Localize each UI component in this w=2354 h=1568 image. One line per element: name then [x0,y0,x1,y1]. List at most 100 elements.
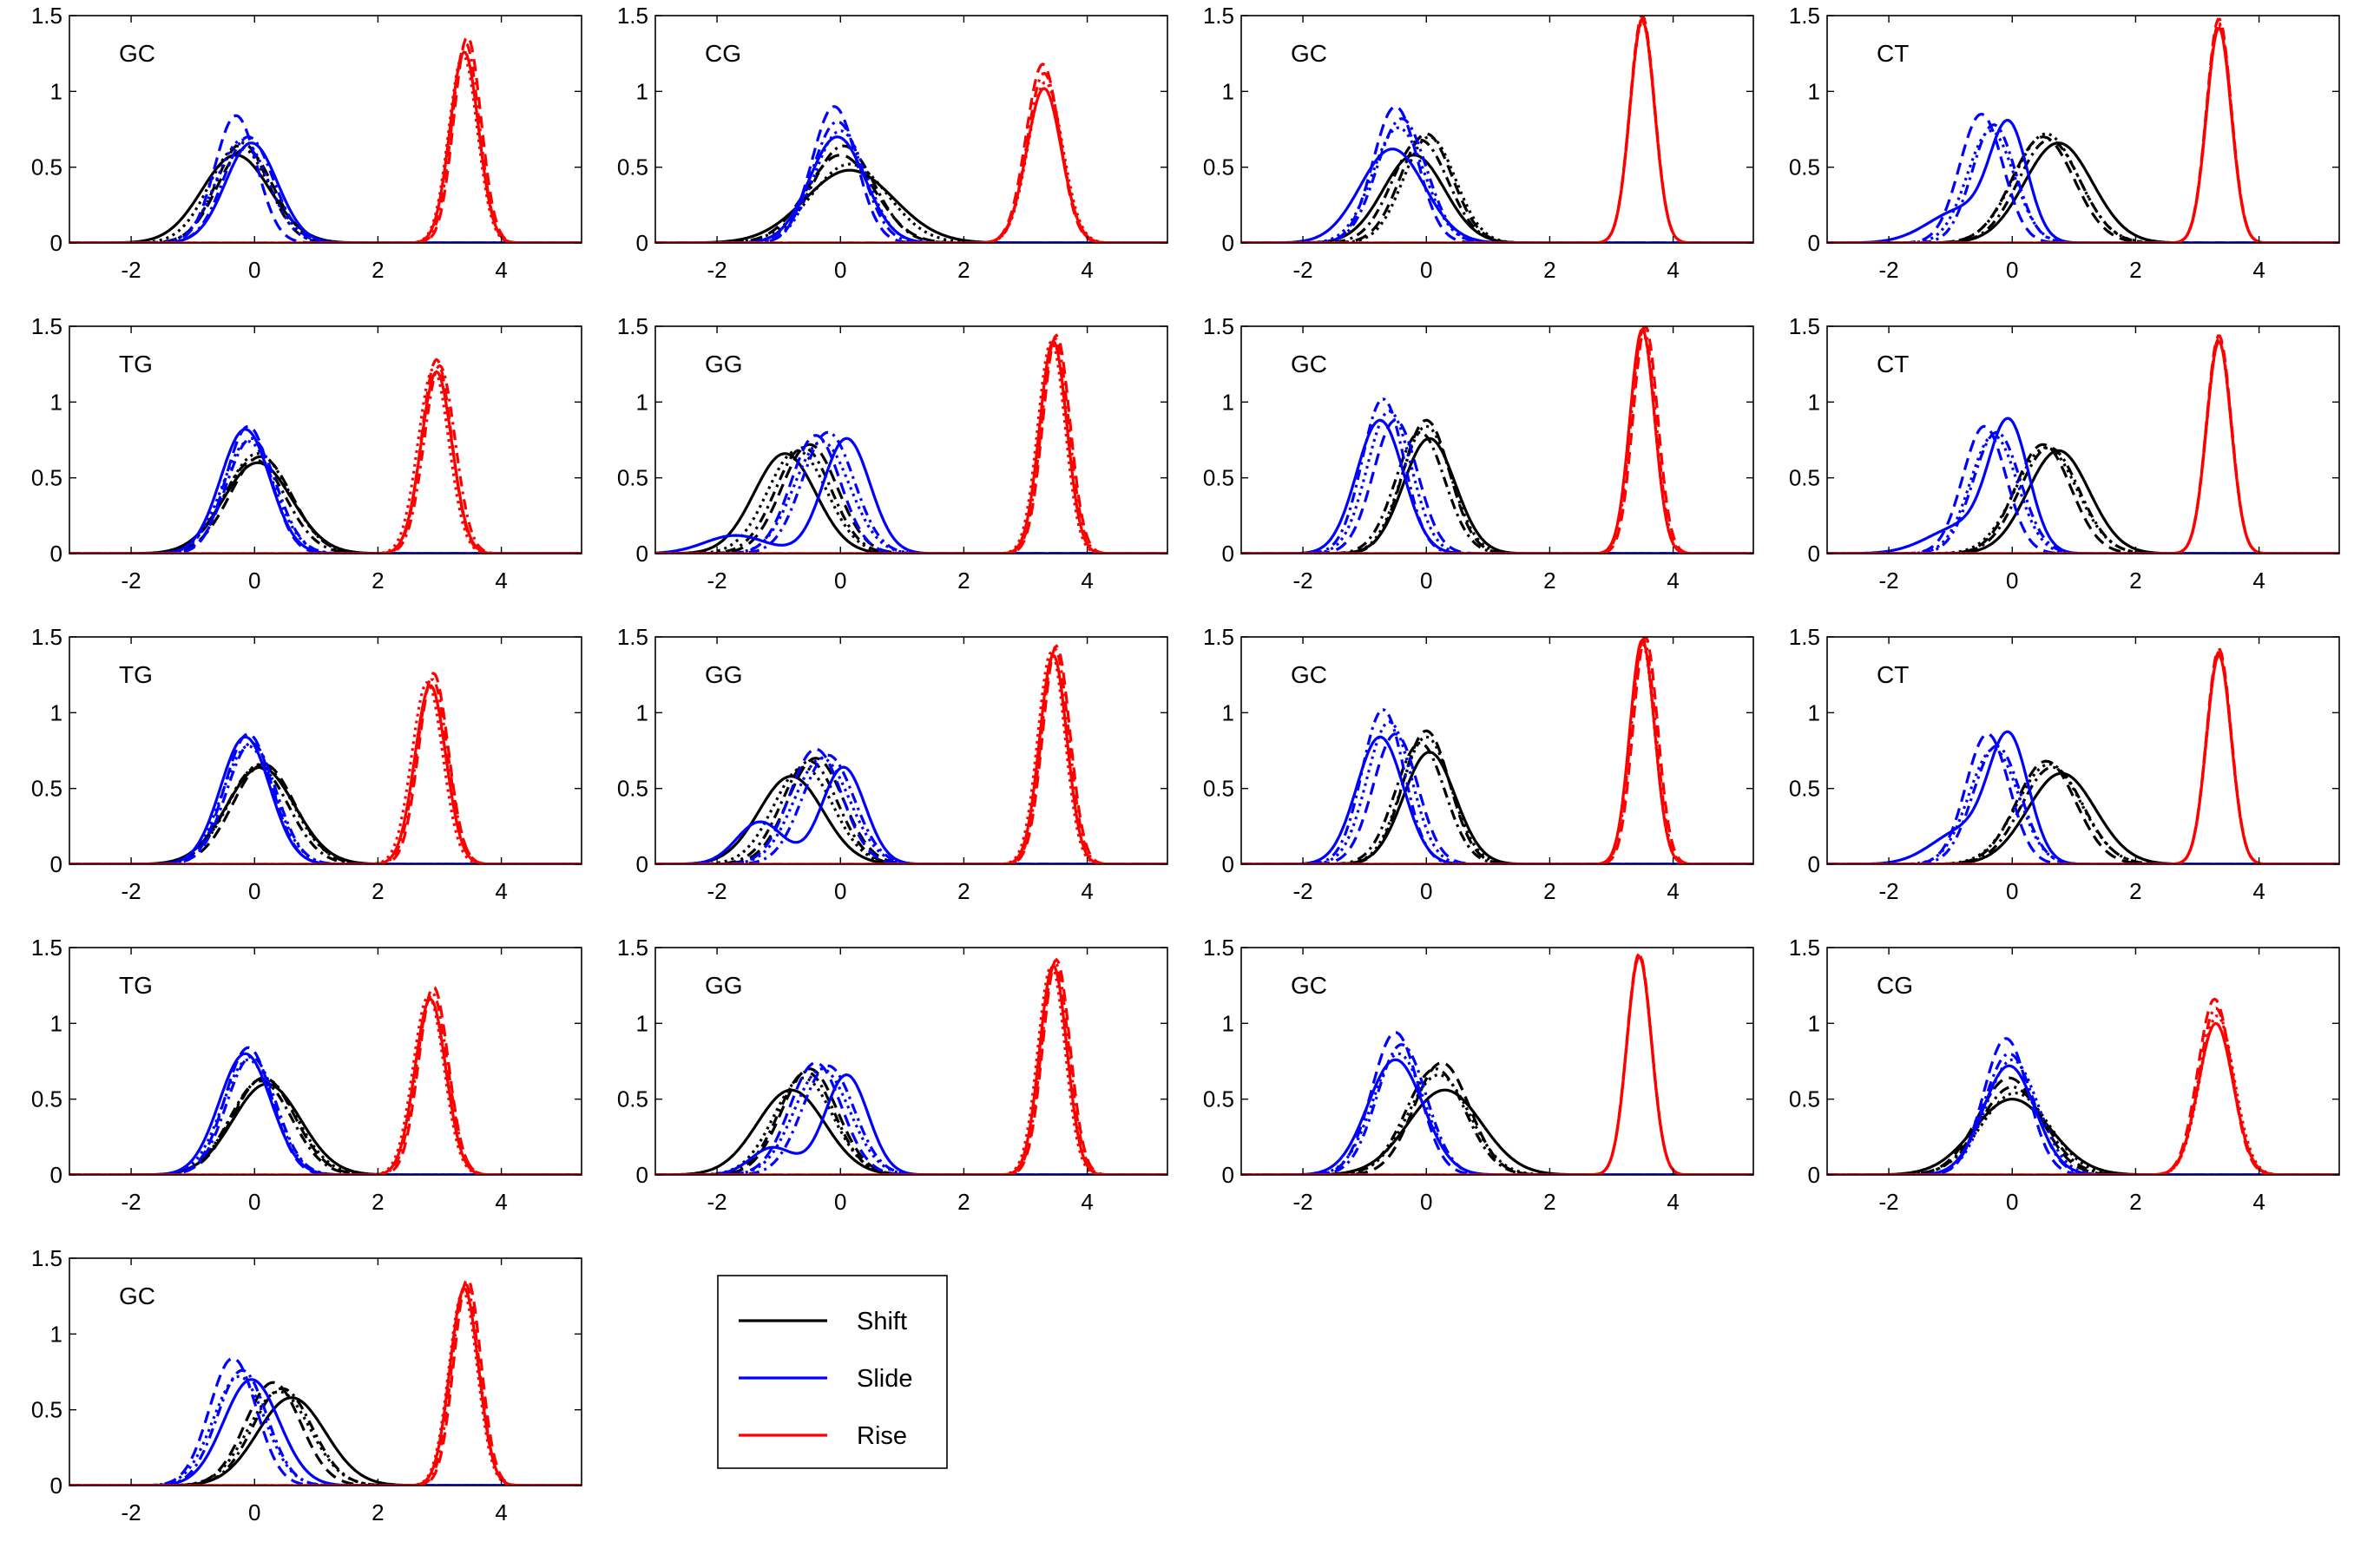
shift-series-line [655,1070,1167,1175]
slide-series-line [1827,424,2339,554]
x-tick-label: 4 [1081,878,1093,904]
slide-series-line [1827,430,2339,554]
rise-series-line [1241,326,1753,554]
x-tick-label: 2 [2129,878,2141,904]
x-tick-label: 0 [1420,878,1432,904]
x-tick-label: 0 [2006,567,2018,594]
x-tick-label: 2 [372,567,384,594]
x-tick-label: 2 [957,567,970,594]
panel-step-label: GC [1291,40,1327,67]
chart-panel: -2 0 2 4 0 0.5 1 1.5 GC [1203,935,1754,1215]
shift-series-line [655,446,1167,554]
chart-panel: -2 0 2 4 0 0.5 1 1.5 CG [617,3,1168,283]
chart-panel: -2 0 2 4 0 0.5 1 1.5 GC [1203,3,1754,283]
rise-series-line [1241,955,1753,1175]
slide-series-line [1827,417,2339,554]
slide-series-line [69,735,582,864]
x-tick-label: -2 [1293,567,1313,594]
y-tick-label: 0 [1222,541,1234,567]
rise-series-line [69,367,582,554]
y-tick-label: 1.5 [1203,624,1234,650]
x-tick-label: 0 [834,567,846,594]
shift-series-line [1241,430,1753,554]
x-tick-label: -2 [707,1189,727,1215]
slide-series-line [655,436,1167,554]
x-tick-label: 0 [1420,257,1432,283]
slide-series-line [1241,418,1753,554]
panel-step-label: CG [705,40,741,67]
y-tick-label: 0.5 [1789,776,1820,802]
y-tick-label: 0 [636,851,648,877]
shift-series-line [1241,729,1753,864]
y-tick-label: 1.5 [31,935,62,961]
rise-series-line [69,985,582,1175]
rise-series-line [69,1282,582,1486]
slide-series-line [1827,118,2339,243]
x-tick-label: -2 [122,878,141,904]
y-tick-label: 1 [1222,1010,1234,1036]
x-tick-label: 0 [2006,257,2018,283]
x-tick-label: 4 [495,567,507,594]
slide-series-line [1827,732,2339,864]
shift-series-line [69,1076,582,1175]
slide-series-line [69,428,582,554]
y-tick-label: 1 [50,1321,62,1347]
rise-series-line [655,87,1167,243]
y-tick-label: 0.5 [31,465,62,491]
chart-panel: -2 0 2 4 0 0.5 1 1.5 TG [31,935,582,1215]
shift-series-line [1827,446,2339,554]
y-tick-label: 0.5 [617,1086,648,1112]
y-tick-label: 0.5 [31,1086,62,1112]
rise-series-line [655,653,1167,864]
rise-series-line [1827,1014,2339,1175]
shift-series-line [1241,424,1753,554]
rise-series-line [1827,1021,2339,1175]
y-tick-label: 1.5 [1789,3,1820,29]
slide-series-line [655,1061,1167,1175]
shift-series-line [1827,1098,2339,1175]
chart-panel: -2 0 2 4 0 0.5 1 1.5 GG [617,624,1168,904]
slide-series-line [655,129,1167,243]
x-tick-label: 4 [2252,567,2265,594]
plot-frame [69,636,582,865]
x-tick-label: 4 [1081,567,1093,594]
rise-series-line [69,684,582,864]
panel-step-label: GC [1291,661,1327,688]
slide-series-line [69,1052,582,1175]
x-tick-label: 2 [957,878,970,904]
shift-series-line [1241,138,1753,243]
shift-series-line [655,168,1167,243]
panel-step-label: GC [119,1283,155,1309]
plot-frame [654,325,1168,554]
rise-series-line [655,963,1167,1175]
y-tick-label: 0 [1222,230,1234,256]
slide-series-line [655,105,1167,243]
slide-series-line [69,1058,582,1175]
y-tick-label: 1.5 [1203,935,1234,961]
rise-series-line [69,50,582,243]
chart-panel: -2 0 2 4 0 0.5 1 1.5 CT [1789,313,2340,594]
shift-series-line [1241,1073,1753,1175]
shift-series-line [1827,446,2339,554]
y-tick-label: 0.5 [1789,465,1820,491]
chart-panel: -2 0 2 4 0 0.5 1 1.5 CT [1789,624,2340,904]
shift-series-line [69,1079,582,1175]
panel-step-label: CG [1877,972,1913,999]
x-tick-label: -2 [1293,878,1313,904]
x-tick-label: 2 [372,257,384,283]
rise-series-line [69,672,582,864]
shift-series-line [69,144,582,243]
x-tick-label: 0 [248,1499,260,1525]
y-tick-label: 0.5 [617,465,648,491]
plot-frame [654,636,1168,865]
shift-series-line [69,154,582,243]
y-tick-label: 0 [636,541,648,567]
y-tick-label: 1 [1808,1010,1820,1036]
y-tick-label: 0 [50,1162,62,1188]
plot-frame [69,1257,582,1486]
y-tick-label: 1 [50,78,62,104]
y-tick-label: 1.5 [617,313,648,339]
slide-series-line [655,1073,1167,1175]
x-tick-label: 2 [2129,567,2141,594]
plot-frame [654,15,1168,244]
